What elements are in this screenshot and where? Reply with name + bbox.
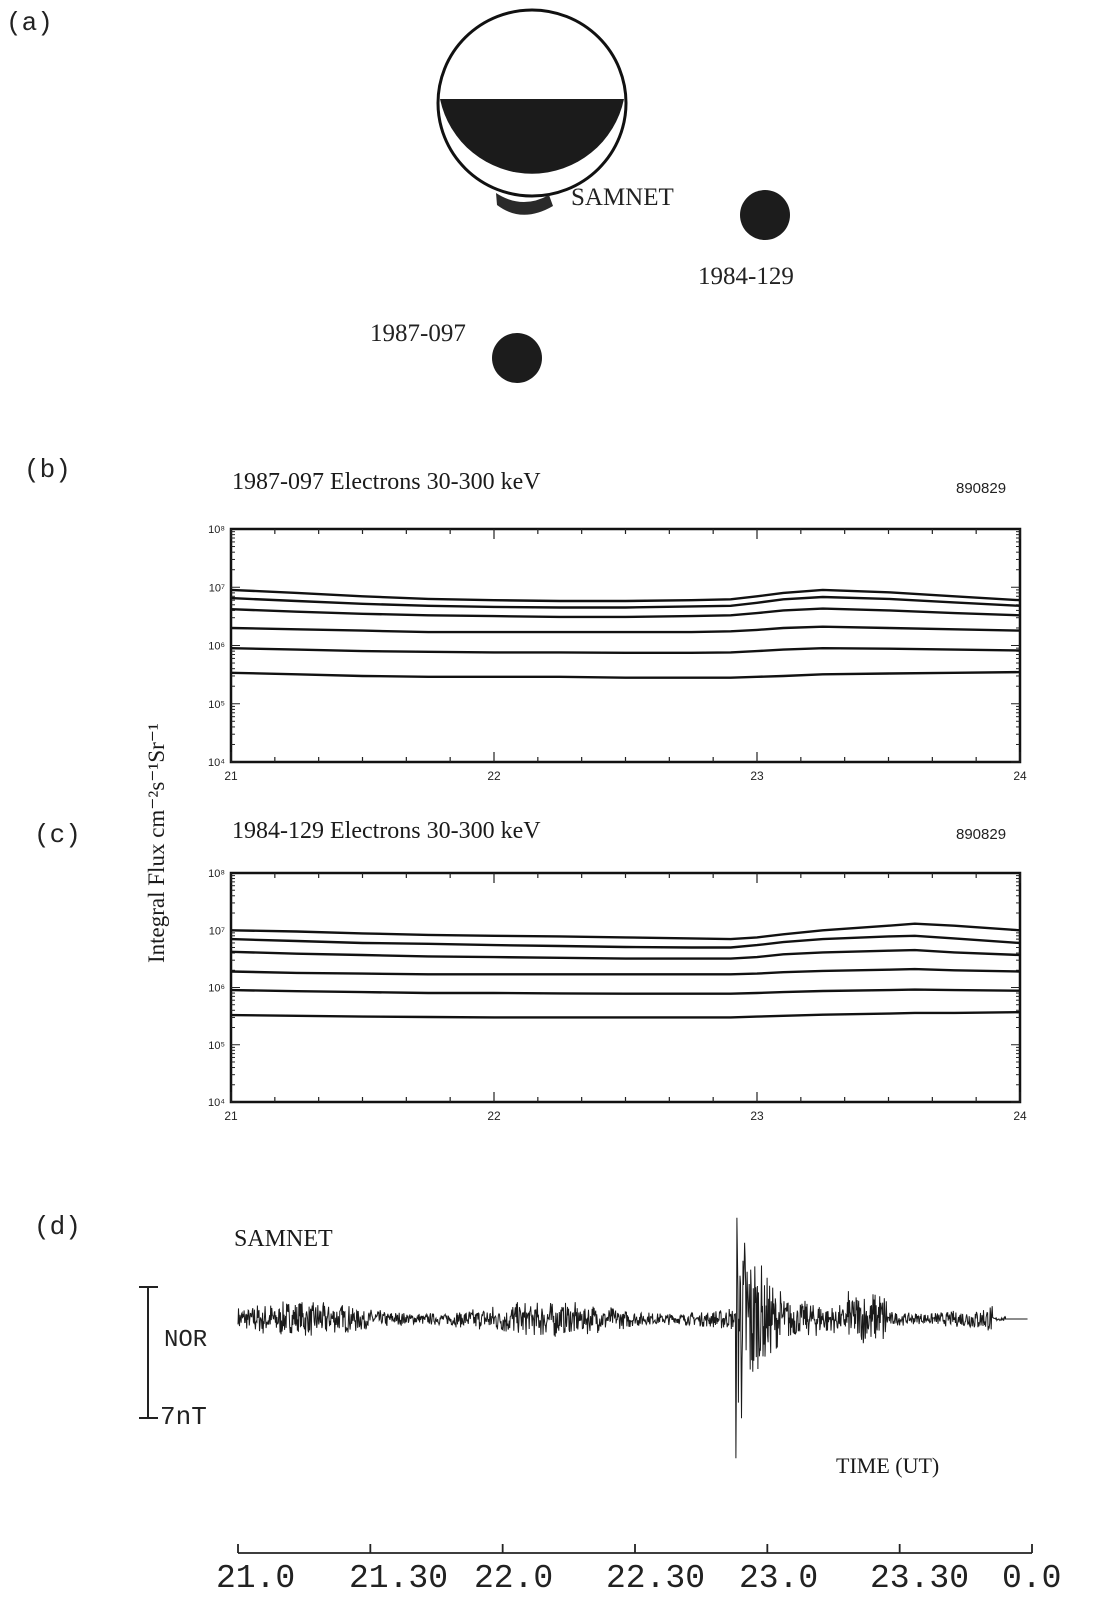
time-tick-label: 22.0: [474, 1560, 554, 1597]
magnetometer-trace: [139, 1217, 1033, 1554]
flux-series-line-2: [230, 934, 1021, 949]
flux-series-line-6: [230, 1011, 1021, 1019]
flux-chart-1984-129: 10⁴ 10⁵ 10⁶ 10⁷ 10⁸ 21 22 23 24: [208, 868, 1027, 1123]
x-tick-label: 23: [750, 1109, 764, 1123]
flux-series-line-2: [230, 595, 1021, 609]
earth-icon: [436, 8, 628, 198]
y-tick-label: 10⁷: [209, 582, 225, 594]
time-tick-label: 22.30: [606, 1560, 706, 1597]
flux-series-line-3: [230, 607, 1021, 619]
time-axis-title: TIME (UT): [836, 1453, 940, 1478]
flux-series-line-5: [230, 988, 1021, 995]
flux-series-line-1: [230, 922, 1021, 941]
x-tick-label: 21: [224, 1109, 238, 1123]
y-tick-label: 10⁸: [208, 868, 225, 880]
panel-a-label: (a): [6, 8, 53, 38]
flux-series-line-4: [230, 967, 1021, 976]
flux-series-line-3: [230, 948, 1021, 960]
nor-trace-line: [237, 1217, 1028, 1459]
samnet-arc-icon: [496, 193, 553, 215]
panel-c-title: 1984-129 Electrons 30-300 keV: [232, 818, 541, 844]
panel-d-title: SAMNET: [234, 1226, 333, 1252]
x-tick-label: 22: [487, 769, 501, 783]
flux-series-line-6: [230, 670, 1021, 679]
y-tick-label: 10⁸: [208, 524, 225, 536]
x-tick-label: 24: [1013, 1109, 1027, 1123]
scale-label: 7nT: [160, 1402, 207, 1432]
time-tick-label: 23.0: [739, 1560, 819, 1597]
plot-frame: [229, 871, 1022, 1104]
x-tick-label: 24: [1013, 769, 1027, 783]
station-label: NOR: [164, 1327, 208, 1354]
y-tick-label: 10⁶: [208, 641, 225, 653]
x-tick-label: 22: [487, 1109, 501, 1123]
flux-series-line-5: [230, 646, 1021, 654]
panel-c-label: (c): [34, 820, 81, 850]
sat-1987-097-label: 1987-097: [370, 320, 466, 347]
y-tick-label: 10⁴: [208, 757, 225, 769]
panel-b-code: 890829: [956, 480, 1007, 497]
y-tick-label: 10⁶: [208, 983, 225, 995]
plot-frame: [229, 527, 1022, 764]
y-tick-label: 10⁴: [208, 1097, 225, 1109]
sat-1984-129-label: 1984-129: [698, 263, 794, 290]
samnet-label: SAMNET: [571, 184, 674, 211]
y-tick-label: 10⁵: [208, 699, 225, 711]
flux-series-line-4: [230, 625, 1021, 634]
panel-b-title: 1987-097 Electrons 30-300 keV: [232, 469, 541, 495]
panel-a-diagram: [436, 8, 790, 383]
panel-d-label: (d): [34, 1212, 81, 1242]
satellite-1984-129-icon: [740, 190, 790, 240]
y-tick-label: 10⁵: [208, 1040, 225, 1052]
panel-c-code: 890829: [956, 826, 1007, 843]
time-tick-label: 0.0: [1002, 1560, 1062, 1597]
x-tick-label: 21: [224, 769, 238, 783]
panel-b-label: (b): [24, 455, 71, 485]
satellite-1987-097-icon: [492, 333, 542, 383]
x-tick-label: 23: [750, 769, 764, 783]
time-tick-label: 23.30: [870, 1560, 970, 1597]
flux-series-line-1: [230, 588, 1021, 603]
y-tick-label: 10⁷: [209, 925, 225, 937]
flux-chart-1987-097: 10⁴ 10⁵ 10⁶ 10⁷ 10⁸ 21 22 23 24: [208, 524, 1027, 783]
time-tick-label: 21.30: [349, 1560, 449, 1597]
time-tick-label: 21.0: [216, 1560, 296, 1597]
